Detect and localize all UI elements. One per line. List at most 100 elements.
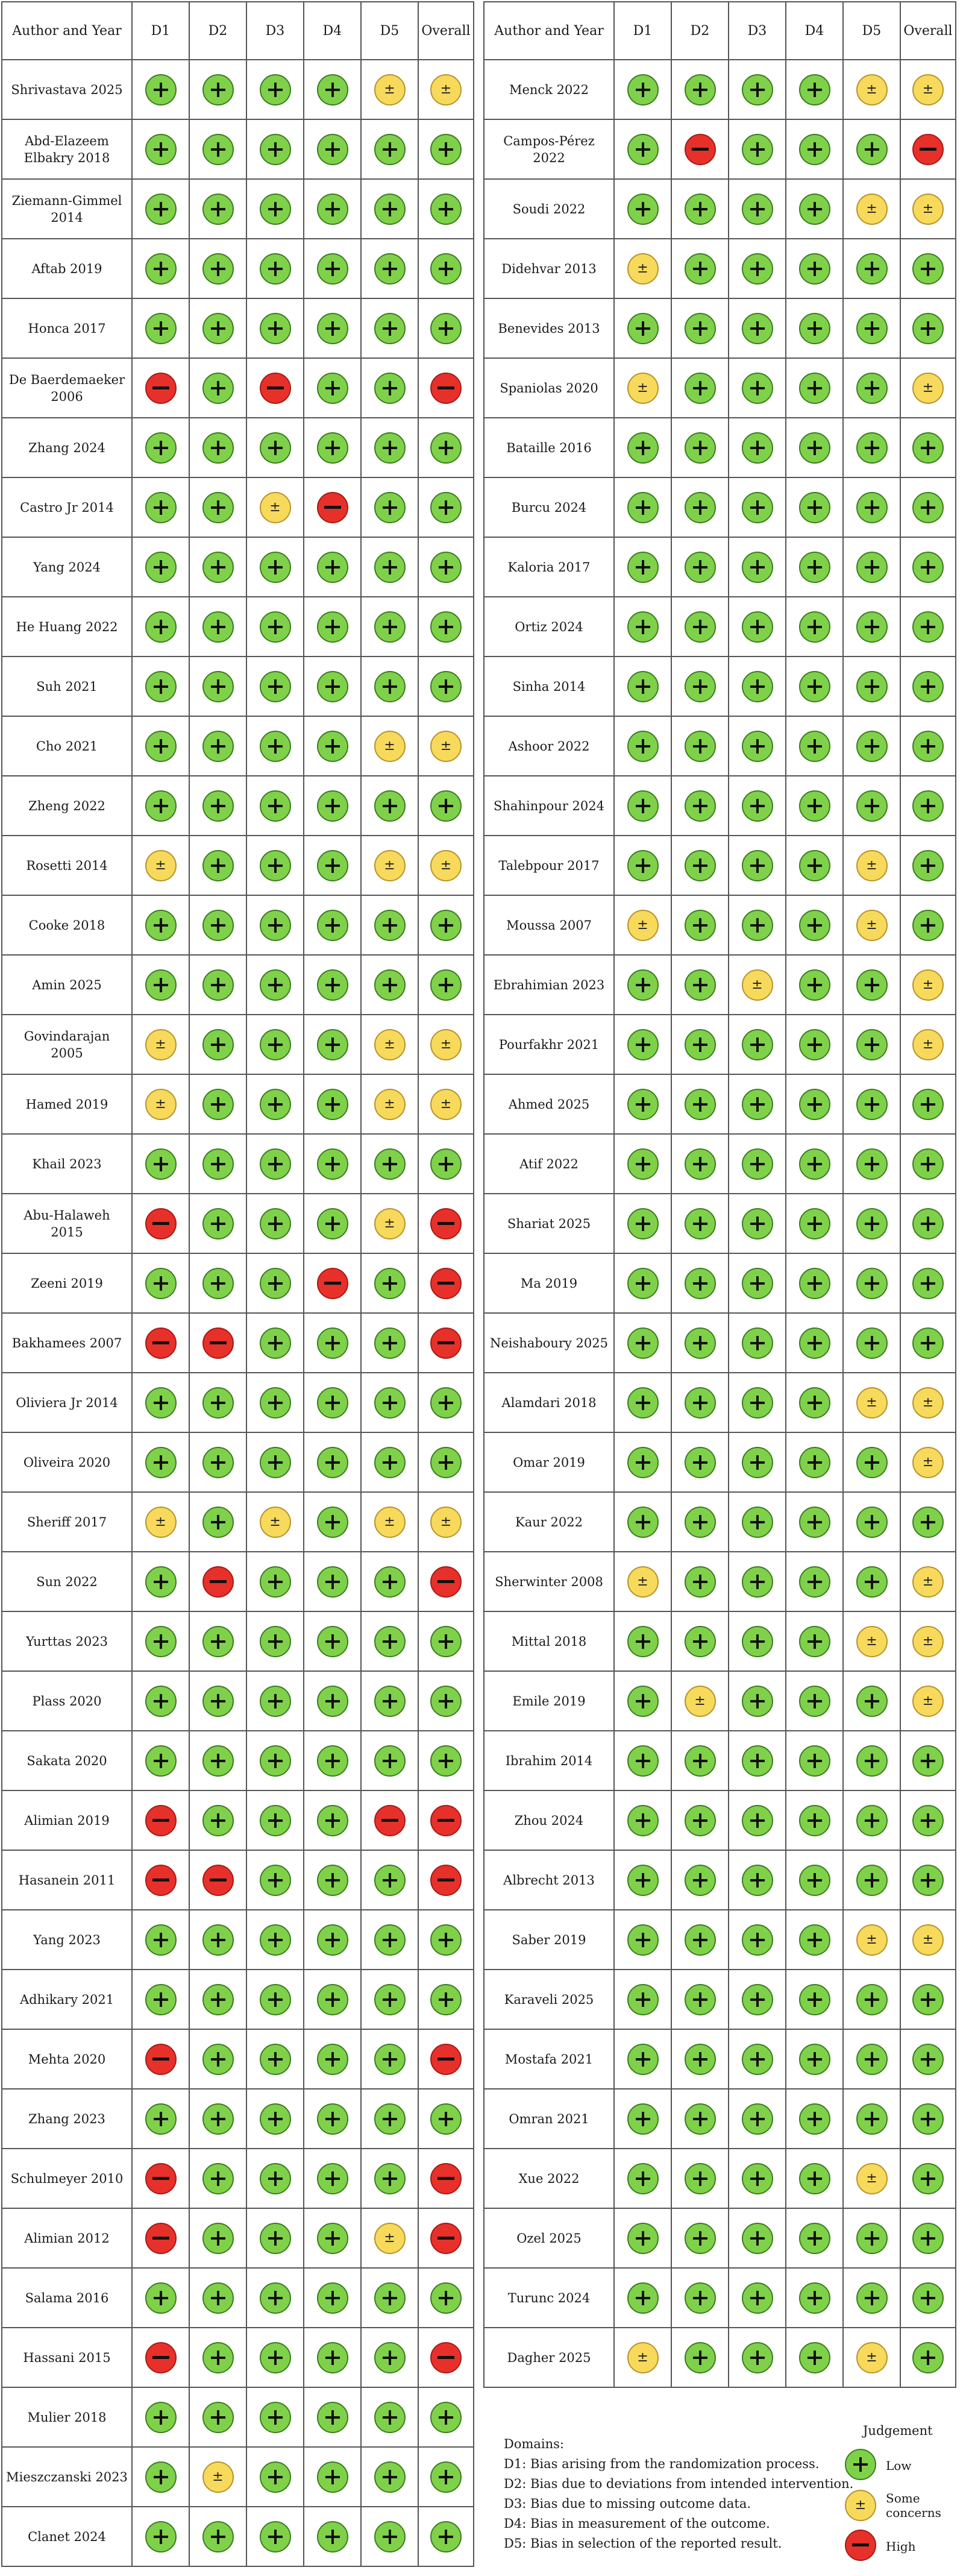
judgement-cell-d1 [613, 1432, 672, 1493]
study-row: Ortiz 2024 [483, 596, 956, 657]
judgement-cell-d2 [189, 1193, 247, 1254]
study-name: Sakata 2020 [1, 1730, 133, 1791]
judgement-cell-d5: ± [842, 59, 901, 120]
minus-icon [145, 372, 177, 404]
judgement-cell-d5 [842, 537, 901, 597]
judgement-cell-d5 [360, 954, 419, 1015]
study-row: Turunc 2024 [483, 2267, 956, 2328]
judgement-cell-overall: ± [418, 1491, 474, 1552]
plus-minus-icon: ± [430, 849, 462, 881]
judgement-cell-d1 [613, 2267, 672, 2328]
plus-minus-icon: ± [912, 1566, 944, 1598]
study-row: Campos-Pérez 2022 [483, 119, 956, 180]
judgement-cell-overall [418, 357, 474, 418]
plus-icon [798, 1088, 830, 1120]
study-row: Mostafa 2021 [483, 2029, 956, 2089]
study-row: Aftab 2019 [1, 238, 474, 299]
plus-icon [145, 1446, 177, 1478]
plus-icon [627, 611, 659, 643]
judgement-cell-overall [900, 417, 956, 478]
plus-icon [798, 1983, 830, 2015]
domains-legend: Domains: D1: Bias arising from the rando… [504, 2434, 853, 2554]
judgement-cell-d5: ± [360, 1193, 419, 1254]
study-name: Amin 2025 [1, 954, 133, 1015]
plus-icon [259, 1208, 291, 1239]
study-name: Sheriff 2017 [1, 1491, 133, 1552]
judgement-cell-d1 [613, 1909, 672, 1970]
judgement-cell-d5 [360, 2387, 419, 2448]
judgement-cell-d4 [303, 1491, 362, 1552]
judgement-cell-overall [418, 596, 474, 657]
judgement-cell-d2 [189, 2088, 247, 2149]
judgement-cell-d2 [671, 238, 729, 299]
judgement-cell-d4 [785, 1730, 844, 1791]
judgement-cell-d4 [303, 1790, 362, 1851]
judgement-cell-overall [418, 2446, 474, 2507]
plus-icon [259, 2341, 291, 2373]
study-row: Oliviera Jr 2014 [1, 1372, 474, 1433]
plus-icon [684, 611, 716, 643]
plus-icon [856, 1327, 888, 1359]
judgement-cell-d4 [303, 716, 362, 776]
study-row: Sherwinter 2008 ± ± [483, 1551, 956, 1612]
header-author-year: Author and Year [1, 1, 133, 60]
judgement-cell-d1 [613, 954, 672, 1015]
plus-icon [430, 2521, 462, 2552]
plus-icon [316, 2341, 348, 2373]
judgement-cell-overall [418, 656, 474, 717]
plus-icon [430, 1387, 462, 1419]
judgement-cell-d3 [728, 1014, 786, 1075]
plus-icon [259, 253, 291, 285]
study-name: Oliveira 2020 [1, 1432, 133, 1493]
study-row: Alamdari 2018 ± ± [483, 1372, 956, 1433]
minus-icon [430, 2043, 462, 2075]
minus-icon [316, 491, 348, 523]
plus-minus-icon: ± [145, 1028, 177, 1060]
judgement-cell-overall [900, 537, 956, 597]
judgement-cell-d3: ± [246, 477, 304, 538]
minus-icon [202, 1566, 234, 1598]
plus-icon [627, 790, 659, 822]
study-row: Benevides 2013 [483, 298, 956, 359]
judgement-cell-d3 [246, 2208, 304, 2269]
plus-icon [259, 2521, 291, 2552]
plus-icon [798, 2282, 830, 2314]
plus-icon [741, 74, 773, 105]
plus-icon [374, 133, 406, 165]
judgement-cell-d5 [842, 2088, 901, 2149]
judgement-cell-overall [418, 1671, 474, 1731]
plus-icon [798, 432, 830, 464]
plus-icon [798, 1446, 830, 1478]
judgement-cell-d4 [303, 1014, 362, 1075]
header-d5: D5 [360, 1, 419, 60]
judgement-cell-d2 [671, 417, 729, 478]
judgement-cell-d4 [785, 1074, 844, 1135]
judgement-cell-d5: ± [360, 1491, 419, 1552]
study-name: Mostafa 2021 [483, 2029, 615, 2089]
plus-icon [145, 1745, 177, 1777]
judgement-cell-d5 [360, 775, 419, 836]
plus-minus-icon: ± [374, 849, 406, 881]
plus-minus-icon: ± [145, 1088, 177, 1120]
judgement-cell-d1 [131, 1969, 190, 2030]
judgement-cell-d2 [189, 298, 247, 359]
plus-icon [202, 2162, 234, 2194]
judgement-cell-overall [900, 1730, 956, 1791]
study-name: Menck 2022 [483, 59, 615, 120]
judgement-cell-d3 [728, 2208, 786, 2269]
judgement-cell-d5: ± [842, 1611, 901, 1672]
judgement-cell-d5: ± [360, 59, 419, 120]
plus-icon [798, 1924, 830, 1956]
judgement-cell-overall [418, 2029, 474, 2089]
study-name: Hassani 2015 [1, 2327, 133, 2388]
plus-icon [741, 1446, 773, 1478]
judgement-cell-d3 [246, 1074, 304, 1135]
judgement-cell-overall [418, 477, 474, 538]
judgement-cell-d2 [189, 1790, 247, 1851]
plus-icon [259, 2401, 291, 2433]
judgement-cell-d2 [189, 1014, 247, 1075]
plus-icon [316, 1446, 348, 1478]
judgement-cell-d1 [131, 2387, 190, 2448]
judgement-cell-d3 [728, 716, 786, 776]
